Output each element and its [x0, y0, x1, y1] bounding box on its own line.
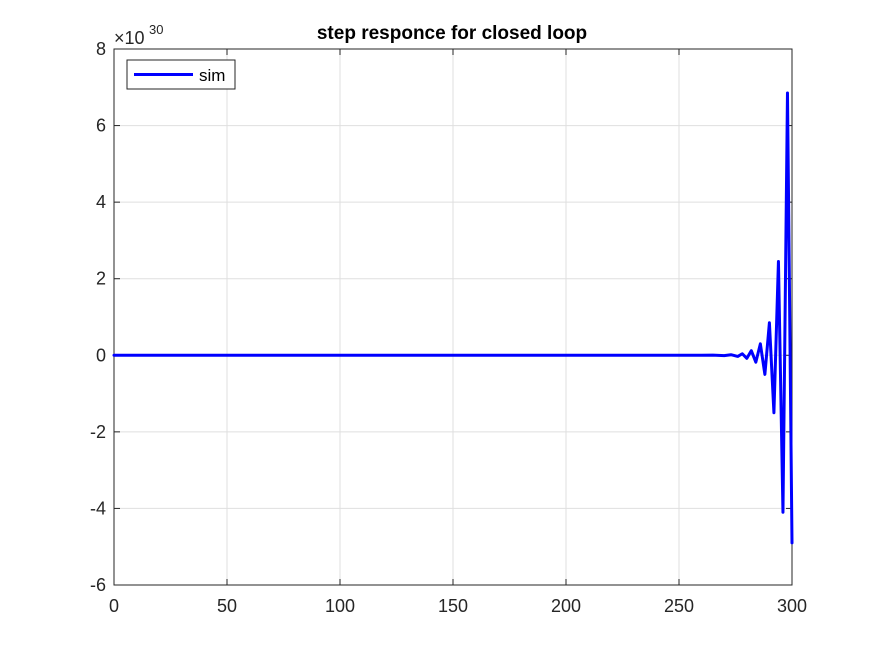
- x-tick-label: 100: [325, 596, 355, 616]
- y-tick-label: 2: [96, 269, 106, 289]
- x-tick-label: 150: [438, 596, 468, 616]
- y-tick-label: 8: [96, 39, 106, 59]
- y-tick-label: 0: [96, 345, 106, 365]
- legend[interactable]: sim: [126, 59, 236, 90]
- axes-box: [113, 48, 793, 586]
- y-tick-label: -4: [90, 498, 106, 518]
- y-tick-label: -6: [90, 575, 106, 595]
- y-exponent-base: ×10: [114, 28, 145, 48]
- y-tick-label: -2: [90, 422, 106, 442]
- x-tick-label: 300: [777, 596, 807, 616]
- y-exponent-power: 30: [149, 22, 163, 37]
- x-tick-label: 250: [664, 596, 694, 616]
- series-layer: [112, 91, 794, 545]
- x-tick-label: 50: [217, 596, 237, 616]
- chart-title: step responce for closed loop: [317, 23, 587, 44]
- y-tick-label: 4: [96, 192, 106, 212]
- x-tick-label: 0: [109, 596, 119, 616]
- grid: [113, 48, 793, 586]
- series-line-sim: [112, 91, 794, 545]
- y-exponent-label: ×10 30: [114, 22, 163, 48]
- tick-labels: 0 50 100 150 200 250 300 -6 -4 -2 0 2 4 6 8: [90, 39, 807, 616]
- legend-entry-sim: sim: [199, 66, 225, 85]
- y-tick-label: 6: [96, 116, 106, 136]
- x-tick-label: 200: [551, 596, 581, 616]
